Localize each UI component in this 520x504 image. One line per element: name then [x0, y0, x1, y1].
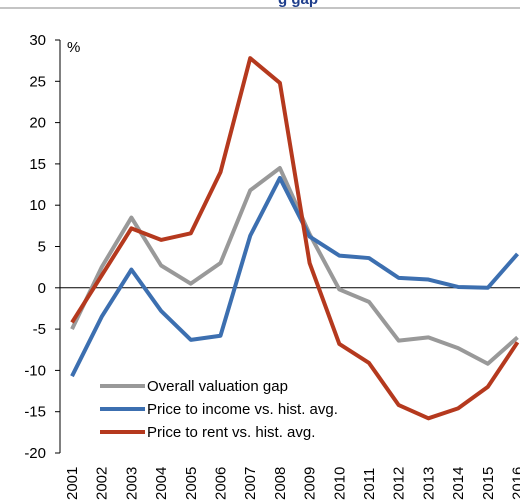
x-tick-label: 2009: [302, 467, 319, 500]
y-tick-label: -15: [24, 404, 46, 421]
x-tick-label: 2014: [450, 467, 467, 500]
x-tick-label: 2004: [153, 467, 170, 500]
series-line: [70, 175, 520, 378]
x-tick-label: 2008: [272, 467, 289, 500]
legend-label: Price to rent vs. hist. avg.: [147, 424, 315, 441]
x-tick-label: 2011: [361, 468, 378, 500]
x-tick-label: 2003: [123, 467, 140, 500]
y-tick-label: 20: [29, 115, 46, 132]
x-tick-label: 2007: [242, 467, 259, 500]
y-tick-label: 0: [38, 280, 46, 297]
x-tick-label: 2015: [480, 467, 497, 500]
x-tick-label: 2002: [94, 467, 111, 500]
y-tick-label: -20: [24, 445, 46, 462]
y-tick-label: -5: [33, 321, 46, 338]
legend-label: Price to income vs. hist. avg.: [147, 401, 338, 418]
y-tick-label: -10: [24, 362, 46, 379]
series-line: [70, 56, 520, 421]
y-tick-label: 10: [29, 197, 46, 214]
y-tick-label: 15: [29, 156, 46, 173]
x-tick-label: 2006: [213, 467, 230, 500]
x-tick-label: 2010: [331, 467, 348, 500]
y-tick-label: 25: [29, 73, 46, 90]
series-line: [70, 166, 519, 366]
legend-label: Overall valuation gap: [147, 378, 288, 395]
x-tick-label: 2005: [183, 467, 200, 500]
y-axis-label: %: [67, 39, 80, 56]
x-tick-label: 2012: [391, 467, 408, 500]
y-tick-label: 5: [38, 239, 46, 256]
y-tick-label: 30: [29, 32, 46, 49]
x-tick-label: 2001: [64, 467, 81, 500]
x-tick-label: 2016: [510, 467, 520, 500]
chart-title: g gap: [278, 0, 318, 8]
x-tick-label: 2013: [420, 467, 437, 500]
